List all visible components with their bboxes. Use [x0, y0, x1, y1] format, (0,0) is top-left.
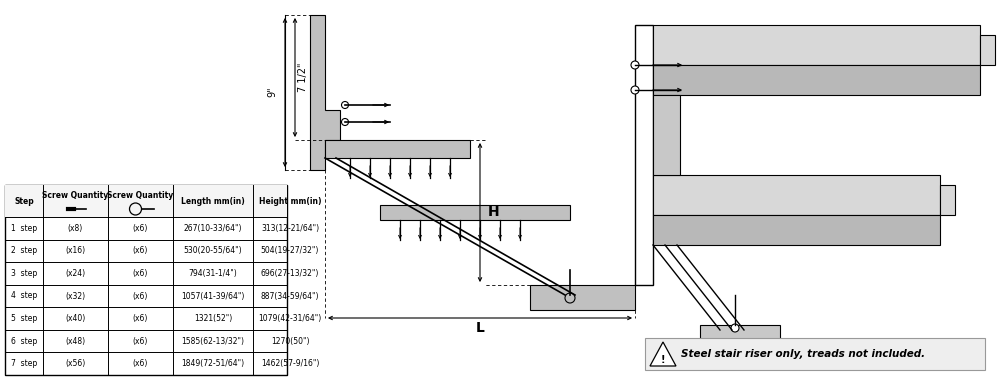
- Text: !: !: [661, 355, 665, 365]
- Text: (x16): (x16): [65, 246, 86, 255]
- Text: (x32): (x32): [65, 291, 86, 301]
- Text: 4  step: 4 step: [11, 291, 37, 301]
- Text: 1079(42-31/64"): 1079(42-31/64"): [258, 314, 322, 323]
- Text: (x6): (x6): [133, 224, 148, 233]
- Text: 313(12-21/64"): 313(12-21/64"): [261, 224, 319, 233]
- Bar: [530, 285, 635, 310]
- Circle shape: [731, 324, 739, 332]
- Text: (x40): (x40): [65, 314, 86, 323]
- Polygon shape: [650, 342, 676, 366]
- Text: 1585(62-13/32"): 1585(62-13/32"): [182, 337, 244, 346]
- Text: 2  step: 2 step: [11, 246, 37, 255]
- Text: 530(20-55/64"): 530(20-55/64"): [184, 246, 242, 255]
- Text: (x56): (x56): [65, 359, 86, 368]
- Circle shape: [631, 86, 639, 94]
- Text: 1321(52"): 1321(52"): [194, 314, 232, 323]
- Bar: [635, 25, 653, 285]
- Text: 887(34-59/64"): 887(34-59/64"): [261, 291, 319, 301]
- Text: 1270(50"): 1270(50"): [271, 337, 309, 346]
- Text: 6  step: 6 step: [11, 337, 37, 346]
- Bar: [5, 185, 287, 375]
- Text: Screw Quantity: Screw Quantity: [107, 191, 174, 199]
- Text: Steel stair riser only, treads not included.: Steel stair riser only, treads not inclu…: [681, 349, 925, 359]
- Bar: [325, 140, 470, 158]
- Text: L: L: [476, 321, 484, 335]
- Bar: [645, 338, 985, 370]
- Circle shape: [342, 118, 349, 126]
- Text: (x48): (x48): [65, 337, 86, 346]
- Polygon shape: [653, 95, 680, 175]
- Polygon shape: [980, 35, 995, 65]
- Polygon shape: [653, 175, 940, 215]
- Text: 3  step: 3 step: [11, 269, 37, 278]
- Text: H: H: [488, 206, 500, 220]
- Text: 504(19-27/32"): 504(19-27/32"): [261, 246, 319, 255]
- Text: (x6): (x6): [133, 314, 148, 323]
- Text: (x6): (x6): [133, 246, 148, 255]
- Polygon shape: [940, 185, 955, 215]
- Text: 7 1/2": 7 1/2": [298, 62, 308, 92]
- Circle shape: [342, 102, 349, 108]
- Text: Step: Step: [14, 196, 34, 206]
- Text: 1  step: 1 step: [11, 224, 37, 233]
- Polygon shape: [653, 65, 980, 95]
- Text: (x6): (x6): [133, 337, 148, 346]
- Polygon shape: [653, 215, 940, 245]
- Bar: [380, 205, 570, 220]
- Bar: [5, 185, 287, 217]
- Text: 267(10-33/64"): 267(10-33/64"): [184, 224, 242, 233]
- Text: Height mm(in): Height mm(in): [259, 196, 321, 206]
- Text: 7  step: 7 step: [11, 359, 37, 368]
- Text: Length mm(in): Length mm(in): [181, 196, 245, 206]
- Polygon shape: [653, 25, 980, 65]
- Text: (x24): (x24): [65, 269, 86, 278]
- Text: 1057(41-39/64"): 1057(41-39/64"): [181, 291, 245, 301]
- Text: 1462(57-9/16"): 1462(57-9/16"): [261, 359, 319, 368]
- Text: 696(27-13/32"): 696(27-13/32"): [261, 269, 319, 278]
- Polygon shape: [310, 15, 340, 170]
- Polygon shape: [700, 325, 780, 355]
- Text: 1849(72-51/64"): 1849(72-51/64"): [181, 359, 245, 368]
- Circle shape: [631, 61, 639, 69]
- Text: (x8): (x8): [68, 224, 83, 233]
- Text: (x6): (x6): [133, 269, 148, 278]
- Text: (x6): (x6): [133, 291, 148, 301]
- Text: (x6): (x6): [133, 359, 148, 368]
- Text: 9": 9": [267, 87, 277, 97]
- Text: Screw Quantity: Screw Quantity: [42, 191, 109, 199]
- Text: 5  step: 5 step: [11, 314, 37, 323]
- Text: 794(31-1/4"): 794(31-1/4"): [189, 269, 237, 278]
